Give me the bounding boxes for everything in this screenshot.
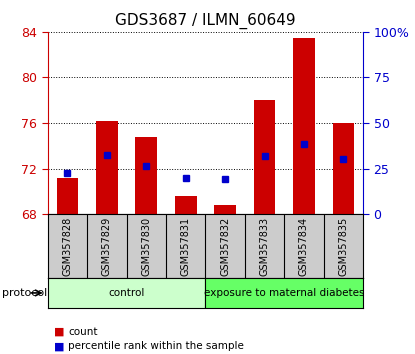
Text: GSM357833: GSM357833 <box>259 216 270 276</box>
Text: GSM357828: GSM357828 <box>62 216 73 276</box>
Bar <box>293 38 315 214</box>
Text: ■: ■ <box>54 341 64 351</box>
Bar <box>48 278 205 308</box>
Bar <box>332 123 354 214</box>
Bar <box>205 278 363 308</box>
Text: control: control <box>108 288 145 298</box>
Text: GSM357835: GSM357835 <box>338 216 349 276</box>
Text: protocol: protocol <box>2 288 47 298</box>
Bar <box>96 121 118 214</box>
Bar <box>135 137 157 214</box>
Text: GSM357832: GSM357832 <box>220 216 230 276</box>
Text: GSM357831: GSM357831 <box>181 216 191 276</box>
Text: GSM357829: GSM357829 <box>102 216 112 276</box>
Text: count: count <box>68 327 98 337</box>
Text: percentile rank within the sample: percentile rank within the sample <box>68 341 244 351</box>
Bar <box>175 196 197 214</box>
Text: exposure to maternal diabetes: exposure to maternal diabetes <box>204 288 364 298</box>
Text: ■: ■ <box>54 327 64 337</box>
Bar <box>56 178 78 214</box>
Bar <box>254 100 276 214</box>
Title: GDS3687 / ILMN_60649: GDS3687 / ILMN_60649 <box>115 13 296 29</box>
Text: GSM357834: GSM357834 <box>299 216 309 276</box>
Text: GSM357830: GSM357830 <box>141 216 151 276</box>
Bar <box>214 205 236 214</box>
